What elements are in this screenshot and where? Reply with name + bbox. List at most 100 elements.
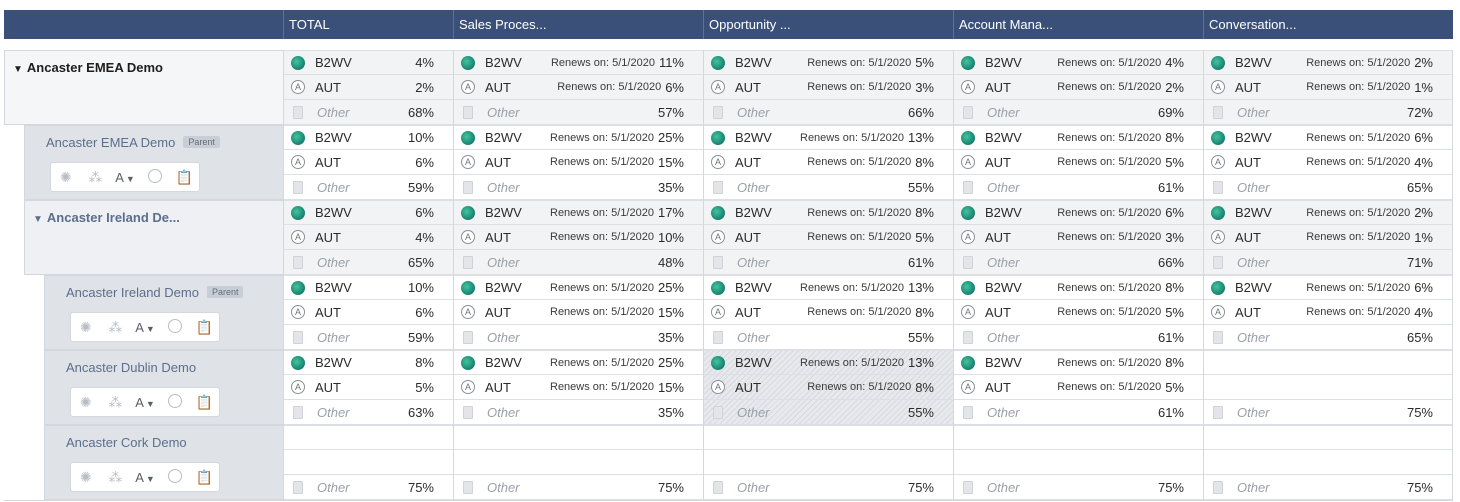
- row-title[interactable]: Ancaster Cork Demo: [66, 435, 187, 450]
- aut-label: AUT: [1235, 79, 1261, 95]
- metric-cell[interactable]: B2WV Renews on: 5/1/2020 8% A AUT Renews on: …: [953, 125, 1203, 200]
- org-chart-icon[interactable]: ⁂: [108, 393, 123, 410]
- hierarchy-swirl-icon[interactable]: ✺: [79, 393, 92, 410]
- clipboard-icon[interactable]: 📋: [195, 393, 213, 410]
- text-format-dropdown[interactable]: A ▼: [134, 470, 156, 485]
- collapse-caret-icon[interactable]: ▼: [33, 214, 43, 225]
- aut-line: [704, 450, 953, 475]
- globe-icon: [461, 280, 475, 295]
- metric-cell[interactable]: B2WV Renews on: 5/1/2020 6% A AUT Renews on: …: [1203, 275, 1453, 350]
- other-label: Other: [737, 404, 770, 420]
- header-sales-process[interactable]: Sales Proces...: [453, 10, 703, 39]
- b2wv-line: B2WV Renews on: 5/1/2020 8%: [954, 125, 1203, 150]
- metric-cell[interactable]: B2WV Renews on: 5/1/2020 8% A AUT Renews on: …: [953, 350, 1203, 425]
- metric-cell[interactable]: B2WV Renews on: 5/1/2020 25% A AUT Renews on:…: [453, 125, 703, 200]
- b2wv-percent: 6%: [415, 205, 434, 220]
- circle-icon[interactable]: [164, 318, 186, 336]
- other-label: Other: [987, 479, 1020, 495]
- header-total[interactable]: TOTAL: [283, 10, 453, 39]
- aut-line: [1204, 375, 1452, 400]
- row-title[interactable]: ▼ Ancaster Ireland De...: [33, 210, 180, 225]
- org-chart-icon[interactable]: ⁂: [108, 468, 123, 485]
- metric-cell[interactable]: B2WV Renews on: 5/1/2020 2% A AUT Renews on: …: [1203, 200, 1453, 275]
- globe-icon: [961, 55, 975, 70]
- b2wv-line: B2WV Renews on: 5/1/2020 25%: [454, 275, 703, 300]
- row-title[interactable]: Ancaster Ireland Demo Parent: [66, 285, 244, 300]
- metric-cell[interactable]: Other 75%: [703, 425, 953, 500]
- metric-cell[interactable]: B2WV 8% A AUT 5% Other 63%: [283, 350, 453, 425]
- row-title[interactable]: Ancaster EMEA Demo Parent: [46, 135, 220, 150]
- header-account-management[interactable]: Account Mana...: [953, 10, 1203, 39]
- header-opportunity[interactable]: Opportunity ...: [703, 10, 953, 39]
- org-chart-icon[interactable]: ⁂: [88, 168, 103, 185]
- hierarchy-swirl-icon[interactable]: ✺: [79, 318, 92, 335]
- b2wv-line: B2WV Renews on: 5/1/2020 25%: [454, 350, 703, 375]
- aut-percent: 6%: [415, 154, 434, 170]
- text-format-dropdown[interactable]: A ▼: [134, 395, 156, 410]
- metric-cell[interactable]: B2WV Renews on: 5/1/2020 8% A AUT Renews on: …: [953, 275, 1203, 350]
- text-format-dropdown[interactable]: A ▼: [134, 320, 156, 335]
- aut-percent: 5%: [1165, 304, 1184, 320]
- document-icon: [463, 480, 473, 494]
- b2wv-line: B2WV Renews on: 5/1/2020 8%: [954, 275, 1203, 300]
- header-conversation[interactable]: Conversation...: [1203, 10, 1453, 39]
- clipboard-icon[interactable]: 📋: [195, 468, 213, 485]
- b2wv-line: B2WV Renews on: 5/1/2020 13%: [704, 275, 953, 300]
- clipboard-icon[interactable]: 📋: [175, 168, 193, 185]
- metric-cell[interactable]: Other 75%: [1203, 425, 1453, 500]
- row-title[interactable]: ▼ Ancaster EMEA Demo: [13, 60, 163, 75]
- aut-label: AUT: [315, 229, 341, 245]
- other-percent: 59%: [407, 329, 434, 345]
- aut-badge-icon: A: [711, 230, 725, 244]
- other-percent: 61%: [907, 254, 934, 270]
- org-chart-icon[interactable]: ⁂: [108, 318, 123, 335]
- collapse-caret-icon[interactable]: ▼: [13, 64, 23, 75]
- metric-cell[interactable]: B2WV 6% A AUT 4% Other 65%: [283, 200, 453, 275]
- metric-cell[interactable]: B2WV Renews on: 5/1/2020 25% A AUT Renews on:…: [453, 350, 703, 425]
- metric-cell[interactable]: B2WV Renews on: 5/1/2020 8% A AUT Renews on: …: [703, 200, 953, 275]
- header-spacer: [4, 10, 283, 39]
- other-label: Other: [1237, 104, 1270, 120]
- aut-line: [454, 450, 703, 475]
- renewal-date: Renews on: 5/1/2020: [1057, 81, 1162, 93]
- metric-cell[interactable]: B2WV Renews on: 5/1/2020 11% A AUT Renews on:…: [453, 50, 703, 125]
- table-bottom-border: [4, 500, 1453, 501]
- metric-cell[interactable]: B2WV Renews on: 5/1/2020 13% A AUT Renews on:…: [703, 350, 953, 425]
- metric-cell[interactable]: B2WV Renews on: 5/1/2020 6% A AUT Renews on: …: [953, 200, 1203, 275]
- aut-line: A AUT Renews on: 5/1/2020 5%: [954, 375, 1203, 400]
- metric-cell[interactable]: B2WV Renews on: 5/1/2020 13% A AUT Renews on:…: [703, 125, 953, 200]
- row-title[interactable]: Ancaster Dublin Demo: [66, 360, 196, 375]
- circle-icon[interactable]: [164, 393, 186, 411]
- metric-cell[interactable]: B2WV Renews on: 5/1/2020 4% A AUT Renews on: …: [953, 50, 1203, 125]
- b2wv-line: B2WV 8%: [284, 350, 453, 375]
- clipboard-icon[interactable]: 📋: [195, 318, 213, 335]
- metric-cell[interactable]: B2WV Renews on: 5/1/2020 6% A AUT Renews on: …: [1203, 125, 1453, 200]
- metric-cell[interactable]: Other 75%: [1203, 350, 1453, 425]
- metric-cell[interactable]: B2WV 4% A AUT 2% Other 68%: [283, 50, 453, 125]
- other-label: Other: [487, 254, 520, 270]
- metric-cell[interactable]: Other 75%: [953, 425, 1203, 500]
- metric-cell[interactable]: B2WV Renews on: 5/1/2020 2% A AUT Renews on: …: [1203, 50, 1453, 125]
- metric-cell[interactable]: Other 75%: [283, 425, 453, 500]
- text-format-dropdown[interactable]: A ▼: [114, 170, 136, 185]
- other-percent: 68%: [407, 104, 434, 120]
- circle-icon[interactable]: [164, 468, 186, 486]
- metric-cell[interactable]: B2WV 10% A AUT 6% Other 59%: [283, 275, 453, 350]
- metric-cell[interactable]: B2WV Renews on: 5/1/2020 25% A AUT Renews on:…: [453, 275, 703, 350]
- metric-cell[interactable]: B2WV Renews on: 5/1/2020 5% A AUT Renews on: …: [703, 50, 953, 125]
- aut-badge-icon: A: [961, 380, 975, 394]
- hierarchy-swirl-icon[interactable]: ✺: [59, 168, 72, 185]
- row-label-block: Ancaster Cork Demo ✺ ⁂ A ▼ 📋: [44, 425, 283, 500]
- aut-label: AUT: [315, 304, 341, 320]
- aut-percent: 3%: [1165, 229, 1184, 245]
- b2wv-label: B2WV: [1235, 130, 1272, 145]
- document-icon: [713, 480, 723, 494]
- metric-cell[interactable]: B2WV 10% A AUT 6% Other 59%: [283, 125, 453, 200]
- metric-cell[interactable]: Other 75%: [453, 425, 703, 500]
- metric-cell[interactable]: B2WV Renews on: 5/1/2020 13% A AUT Renews on:…: [703, 275, 953, 350]
- circle-icon[interactable]: [144, 168, 166, 186]
- other-percent: 57%: [657, 104, 684, 120]
- metric-cell[interactable]: B2WV Renews on: 5/1/2020 17% A AUT Renews on:…: [453, 200, 703, 275]
- hierarchy-swirl-icon[interactable]: ✺: [79, 468, 92, 485]
- globe-icon: [461, 55, 475, 70]
